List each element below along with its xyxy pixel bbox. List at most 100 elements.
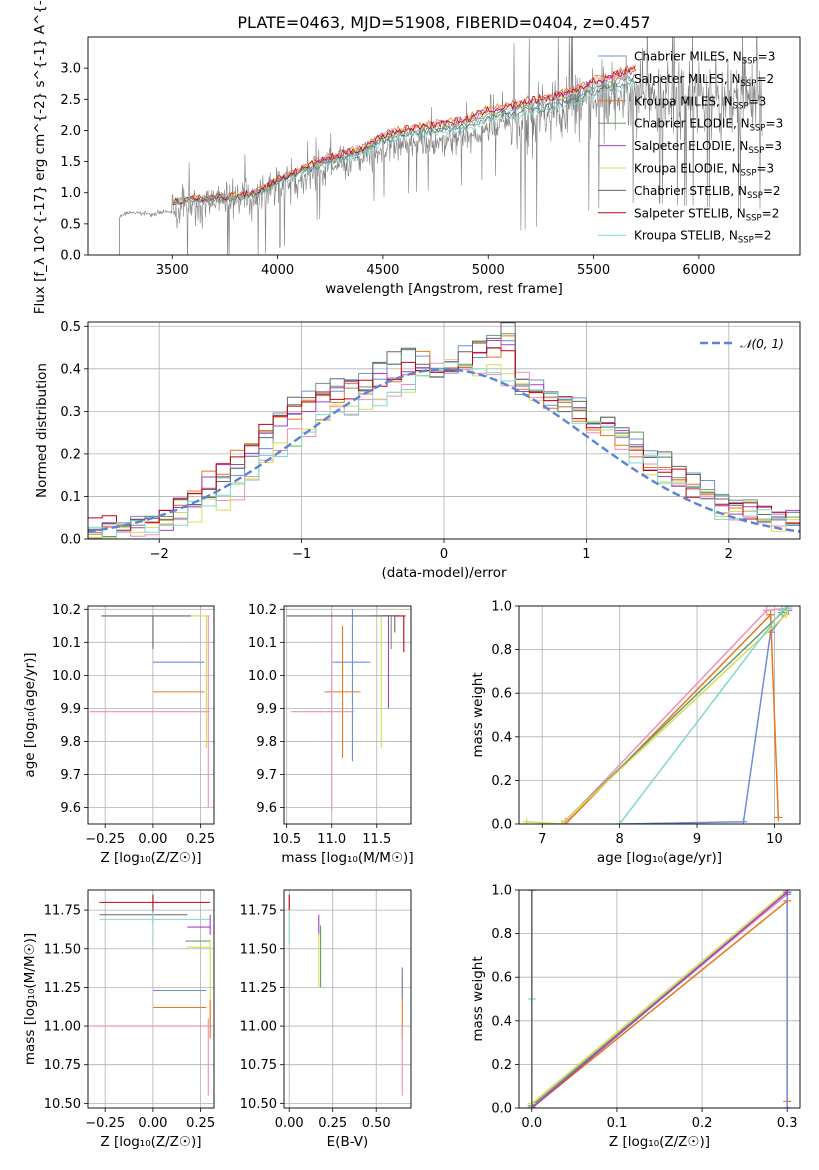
y-tick-label: 10.2 — [52, 603, 81, 618]
x-tick-label: 7 — [538, 832, 546, 847]
y-tick-label: 10.50 — [44, 1097, 81, 1112]
axes-frame — [518, 889, 801, 1109]
legend: Chabrier MILES, NSSP=3 Salpeter MILES, NS… — [598, 50, 783, 246]
axes-frame — [87, 605, 215, 825]
weight-marker — [782, 610, 791, 619]
x-tick-label: 2 — [725, 547, 733, 562]
x-tick-label: −1 — [292, 547, 311, 562]
panel-age-vs-Z: −0.25 0.00 0.25 9.6 9.7 9.8 9.9 10.0 10.1 10.2 Z [… — [22, 603, 215, 866]
y-tick-label: 3.0 — [60, 62, 81, 77]
x-axis-label: (data-model)/error — [381, 565, 507, 581]
x-axis-label: Z [log₁₀(Z/Z☉)] — [100, 850, 201, 866]
weight-marker — [778, 606, 787, 615]
y-tick-label: 0.5 — [60, 217, 81, 232]
y-tick-label: 0.0 — [491, 818, 512, 833]
legend-label: Chabrier ELODIE, NSSP=3 — [634, 117, 783, 134]
x-tick-label: 3500 — [156, 263, 189, 278]
panel-spectrum: 3500 4000 4500 5000 5500 6000 0.0 0.5 1.0 1.5 2.0 2… — [32, 0, 801, 314]
panel-residuals: −2 −1 0 1 2 0.0 0.1 0.2 0.3 0.4 0.5 (data-model)/er… — [34, 320, 801, 581]
y-tick-label: 9.8 — [60, 735, 81, 750]
y-tick-label: 11.00 — [44, 1020, 81, 1035]
weight-marker — [784, 606, 793, 610]
weight-marker — [615, 820, 624, 824]
y-tick-label: 10.0 — [52, 669, 81, 684]
x-tick-label: 6000 — [682, 263, 715, 278]
legend-label: Kroupa MILES, NSSP=3 — [634, 94, 766, 111]
panel-weight-vs-Z: 0.0 0.1 0.2 0.3 0.0 0.2 0.4 0.6 0.8 1.0 Z [log₁₀(Z… — [470, 884, 801, 1150]
y-axis-label: mass weight — [470, 672, 486, 757]
weight-marker — [527, 1104, 536, 1108]
legend-label: Salpeter ELODIE, NSSP=3 — [634, 139, 782, 156]
legend-label: Salpeter STELIB, NSSP=2 — [634, 206, 779, 223]
weight-marker — [762, 606, 771, 615]
x-axis-label: wavelength [Angstrom, rest frame] — [325, 281, 563, 297]
x-tick-label: −0.25 — [85, 1116, 125, 1131]
y-tick-label: 0.2 — [491, 1058, 512, 1073]
x-tick-label: 5000 — [472, 263, 505, 278]
plot-area — [286, 609, 406, 811]
weight-line — [531, 899, 788, 1108]
x-tick-label: 0.2 — [692, 1116, 713, 1131]
y-tick-label: 10.1 — [52, 636, 81, 651]
panel-age-vs-mass: 10.5 11.0 11.5 9.6 9.7 9.8 9.9 10.0 10.1 10.2 mass… — [248, 603, 414, 866]
y-tick-label: 0.4 — [491, 1014, 512, 1029]
y-tick-label: 2.5 — [60, 93, 81, 108]
y-tick-label: 0.6 — [491, 687, 512, 702]
legend-label: Salpeter MILES, NSSP=2 — [634, 72, 774, 89]
y-tick-label: 0.0 — [60, 249, 81, 264]
histogram-step — [88, 362, 800, 539]
x-tick-label: 0.00 — [275, 1116, 304, 1131]
x-tick-label: 0.3 — [777, 1116, 798, 1131]
y-tick-label: 9.7 — [256, 768, 277, 783]
y-tick-label: 0.8 — [491, 643, 512, 658]
x-tick-label: 0.50 — [362, 1116, 391, 1131]
y-tick-label: 0.4 — [491, 730, 512, 745]
model-spectrum — [172, 77, 636, 205]
histogram-step — [88, 347, 800, 534]
histogram-step — [88, 322, 800, 530]
legend-label: Chabrier STELIB, NSSP=2 — [634, 184, 781, 201]
x-tick-label: 4000 — [261, 263, 294, 278]
histogram-step — [88, 340, 800, 531]
x-tick-label: 0.25 — [186, 1116, 215, 1131]
legend-label: Kroupa ELODIE, NSSP=3 — [634, 162, 774, 179]
x-axis-label: E(B-V) — [327, 1134, 369, 1150]
x-tick-label: 0.0 — [521, 1116, 542, 1131]
y-tick-label: 0.0 — [491, 1102, 512, 1117]
weight-marker — [774, 813, 783, 822]
x-tick-label: 0 — [440, 547, 448, 562]
y-axis-label: Normed distribution — [34, 363, 50, 498]
y-tick-label: 9.6 — [256, 801, 277, 816]
weight-line — [619, 606, 789, 824]
weight-marker — [739, 817, 748, 824]
y-tick-label: 11.00 — [240, 1020, 277, 1035]
y-tick-label: 0.2 — [60, 447, 81, 462]
y-tick-label: 10.0 — [248, 669, 277, 684]
x-axis-label: Z [log₁₀(Z/Z☉)] — [609, 1134, 710, 1150]
y-tick-label: 9.9 — [60, 702, 81, 717]
weight-marker — [783, 1104, 792, 1108]
weight-marker — [783, 890, 792, 897]
y-tick-label: 9.6 — [60, 801, 81, 816]
axes-frame — [87, 36, 801, 256]
x-tick-label: 5500 — [577, 263, 610, 278]
y-axis-label: age [log₁₀(age/yr)] — [22, 652, 38, 777]
x-tick-label: 0.00 — [138, 832, 167, 847]
weight-marker — [522, 817, 531, 824]
y-tick-label: 10.50 — [240, 1097, 277, 1112]
y-tick-label: 9.7 — [60, 768, 81, 783]
x-tick-label: 1 — [582, 547, 590, 562]
y-tick-label: 10.1 — [248, 636, 277, 651]
x-tick-label: −0.25 — [85, 832, 125, 847]
y-tick-label: 11.50 — [44, 942, 81, 957]
plot-area — [88, 322, 800, 539]
y-tick-label: 1.0 — [491, 600, 512, 615]
x-tick-label: 10 — [766, 832, 783, 847]
panel-mass-vs-Z: −0.25 0.00 0.25 10.50 10.75 11.00 11.25 11.50 11… — [22, 889, 215, 1150]
weight-line — [531, 891, 788, 1108]
y-tick-label: 0.3 — [60, 405, 81, 420]
weight-marker — [561, 817, 570, 824]
legend-label: Kroupa STELIB, NSSP=2 — [634, 229, 772, 246]
x-tick-label: 11.0 — [317, 832, 346, 847]
x-tick-label: 4500 — [366, 263, 399, 278]
